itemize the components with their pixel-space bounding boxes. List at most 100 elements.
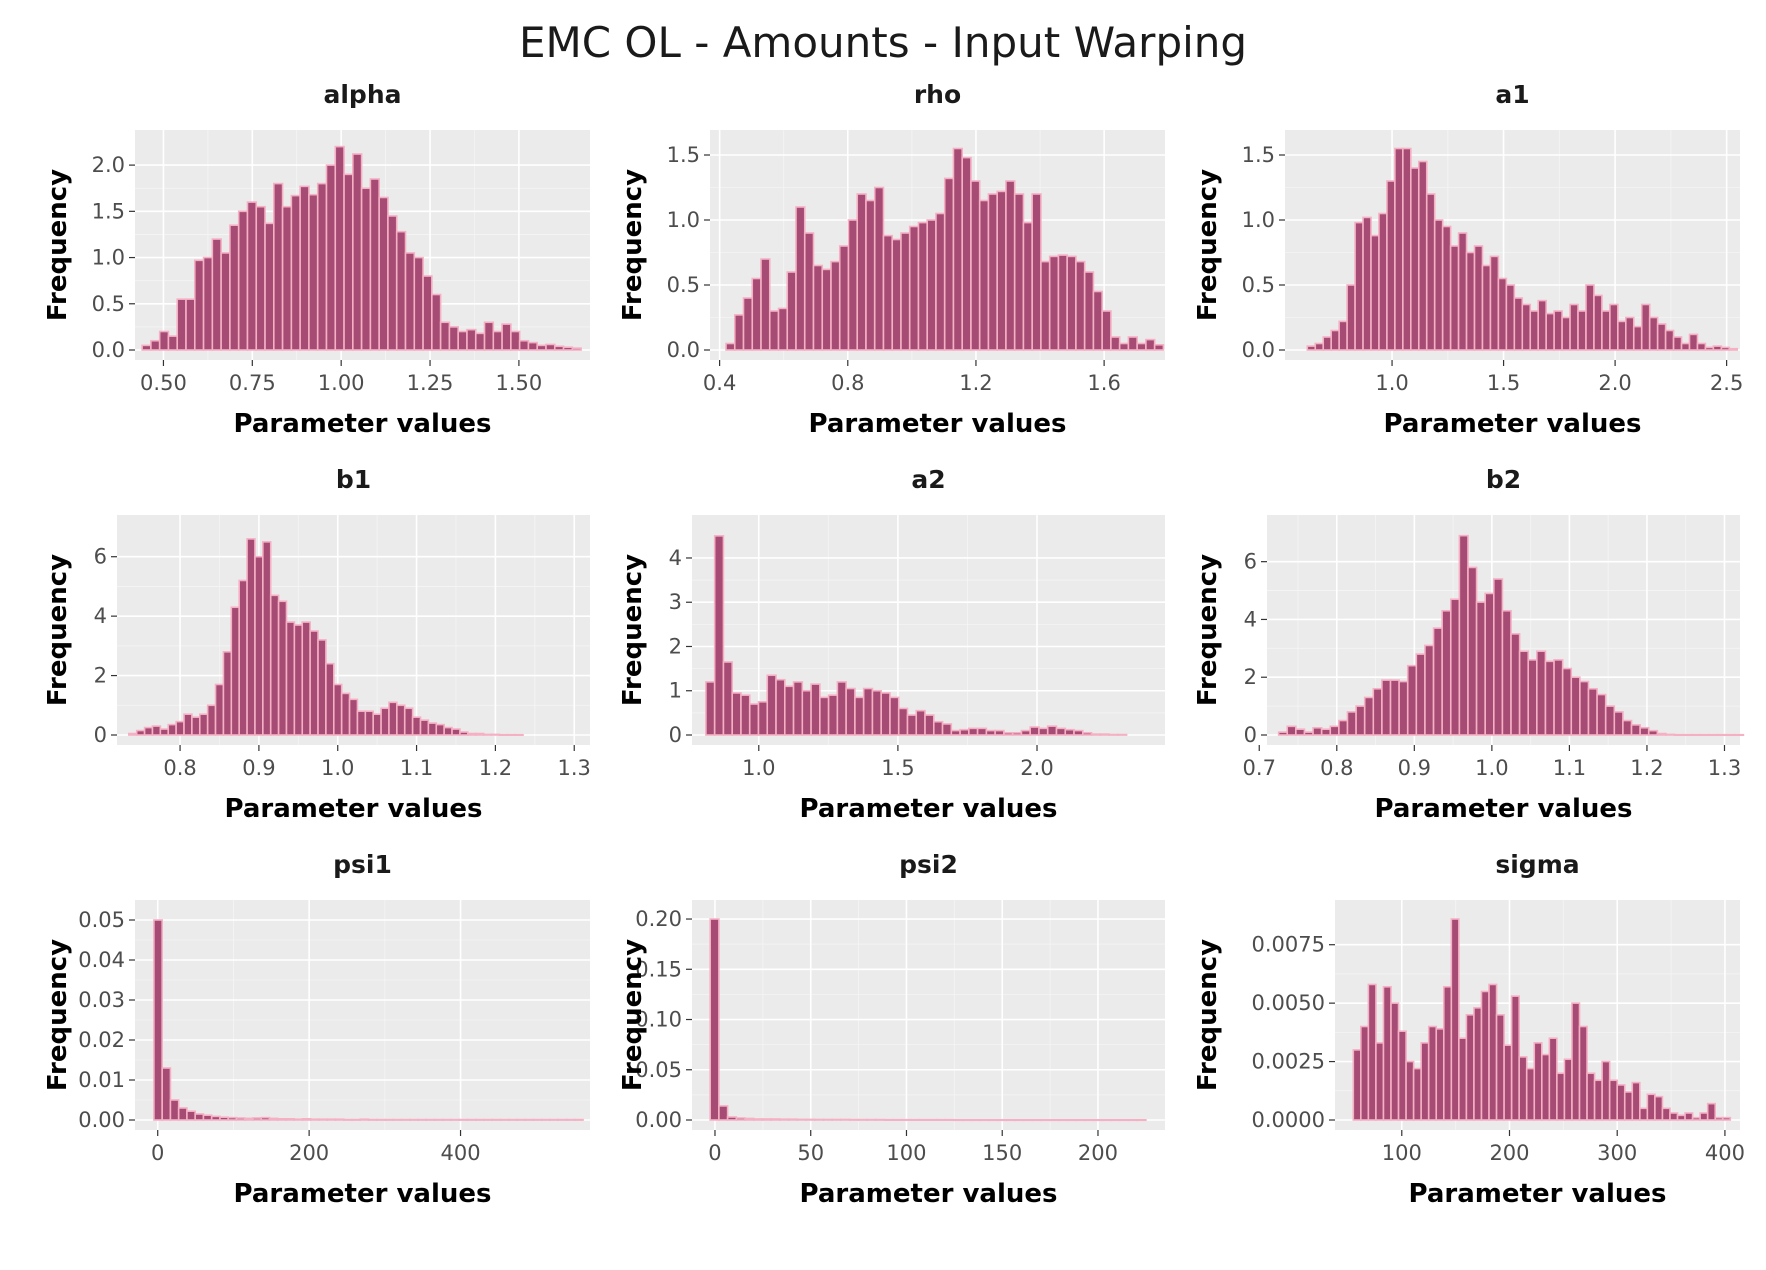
histogram-bar (351, 1118, 362, 1121)
x-tick-label: 50 (797, 1141, 824, 1165)
histogram-bar (1647, 729, 1659, 736)
histogram-bar (1593, 1079, 1603, 1121)
histogram-bar (761, 1118, 772, 1121)
histogram-bar (1441, 225, 1452, 351)
histogram-bar (873, 186, 885, 351)
histogram-bar (1481, 264, 1492, 351)
x-axis-title: Parameter values (234, 409, 492, 439)
x-tick-label: 0.7 (1243, 756, 1276, 780)
histogram-bar (334, 1118, 345, 1121)
histogram-bar (731, 692, 742, 736)
histogram-bar (143, 726, 154, 736)
x-tick-label: 1.3 (558, 756, 591, 780)
panel-title: psi2 (899, 850, 958, 879)
y-tick-label: 2 (94, 664, 107, 688)
histogram-bar (507, 1118, 518, 1121)
x-axis-title: Parameter values (800, 794, 1058, 824)
histogram-bar (1449, 598, 1461, 736)
histogram-bar (1338, 320, 1348, 351)
histogram-bar (970, 180, 981, 351)
histogram-bar (757, 701, 769, 736)
histogram-bar (301, 621, 311, 736)
histogram-bar (206, 704, 217, 736)
histogram-bar (1505, 284, 1516, 351)
histogram-bar (448, 326, 459, 351)
histogram-bar (1561, 667, 1573, 736)
histogram-bar (387, 215, 398, 351)
histogram-bar (1632, 325, 1643, 351)
y-tick-label: 4 (669, 546, 682, 570)
histogram-bar (1654, 1095, 1664, 1121)
histogram-bar (433, 1118, 444, 1121)
x-tick-label: 0.50 (140, 371, 187, 395)
histogram-bar (457, 330, 468, 351)
histogram-bar (1029, 726, 1040, 736)
histogram-bar (299, 185, 310, 351)
histogram-bar (779, 1118, 790, 1121)
histogram-bar (740, 694, 751, 736)
histogram-bar (1569, 303, 1579, 351)
y-tick-label: 1.5 (667, 143, 700, 167)
panel-title: a2 (911, 465, 945, 494)
histogram-bar (1579, 680, 1590, 736)
histogram-bar (1389, 679, 1400, 736)
histogram-bar (718, 1105, 729, 1121)
histogram-bar (908, 225, 920, 351)
histogram-bar (151, 725, 162, 736)
histogram-bar (1577, 310, 1587, 351)
histogram-bar (269, 594, 280, 736)
histogram-bar (1503, 1044, 1513, 1121)
histogram-bar (1656, 732, 1667, 736)
histogram-bar (1013, 193, 1025, 351)
histogram-bar (186, 1110, 196, 1121)
histogram-bar (752, 1118, 764, 1121)
histogram-bar (1420, 1042, 1430, 1121)
histogram-bar (1083, 271, 1095, 351)
panel-title: psi1 (333, 850, 392, 879)
histogram-bar (198, 713, 209, 736)
histogram-bar (768, 310, 780, 351)
histogram-bar (573, 1118, 584, 1121)
histogram-bar (308, 193, 319, 351)
histogram-bar (524, 1118, 535, 1121)
x-tick-label: 1.3 (1708, 756, 1741, 780)
histogram-bar (557, 1118, 568, 1121)
histogram-bar (191, 716, 201, 736)
histogram-bar (1673, 733, 1684, 737)
histogram-bar (1381, 679, 1392, 736)
y-tick-label: 4 (94, 604, 107, 628)
histogram-bar (822, 1118, 833, 1121)
histogram-bar (141, 344, 152, 351)
histogram-bar (419, 719, 430, 736)
histogram-bar (571, 347, 582, 351)
histogram-bar (230, 606, 240, 736)
histogram-bar (918, 1118, 929, 1121)
histogram-bar (1003, 731, 1014, 736)
histogram-bar (915, 709, 926, 736)
panel-b1: 0.8 0.9 1.0 1.1 1.2 1.3 0 2 4 6 b1 Parameter values… (43, 465, 591, 824)
histogram-bar (1117, 733, 1128, 736)
histogram-bar (821, 268, 832, 351)
histogram-bar (1473, 1007, 1483, 1121)
histogram-bar (1354, 221, 1364, 351)
histogram-bar (985, 729, 996, 736)
x-tick-label: 200 (289, 1141, 329, 1165)
histogram-bar (962, 1118, 973, 1122)
histogram-bar (1367, 983, 1377, 1121)
histogram-bar (1057, 1118, 1069, 1122)
histogram-bar (1075, 1118, 1086, 1122)
histogram-bar (384, 1118, 395, 1121)
histogram-bar (1312, 726, 1323, 736)
histogram-bar (318, 1118, 329, 1121)
histogram-bar (435, 723, 445, 736)
histogram-bar (1110, 336, 1121, 351)
y-tick-label: 0.05 (78, 908, 125, 932)
histogram-bar (235, 1117, 246, 1121)
histogram-bar (891, 238, 902, 351)
x-axis-title: Parameter values (809, 409, 1067, 439)
histogram-bar (932, 720, 944, 736)
histogram-bar (466, 1118, 477, 1121)
histogram-bar (565, 1118, 576, 1121)
histogram-bar (1716, 733, 1727, 737)
histogram-bar (1720, 346, 1731, 351)
